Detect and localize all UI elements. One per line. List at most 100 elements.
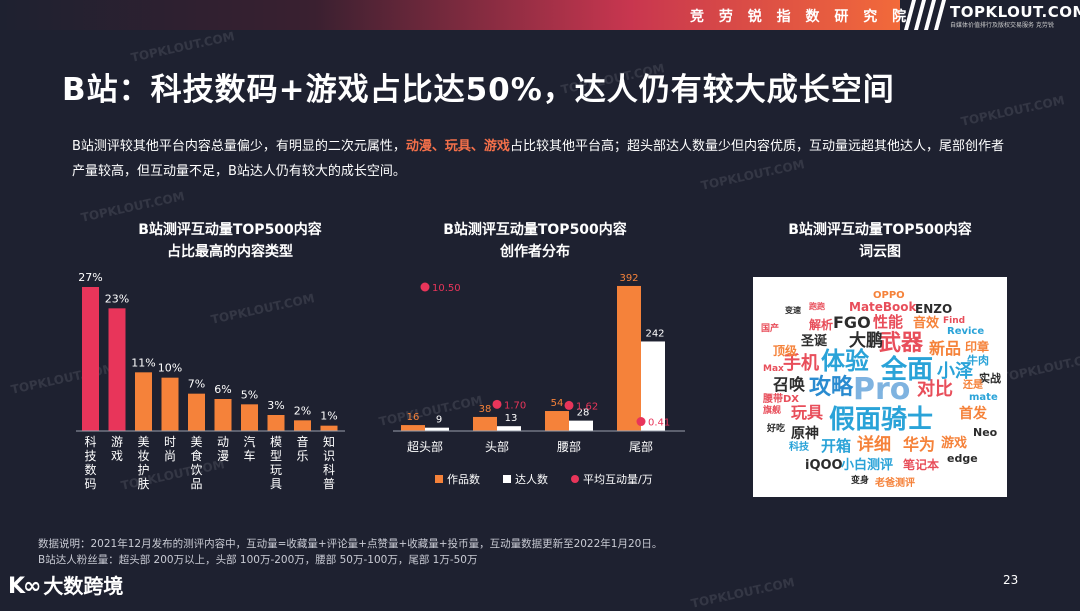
category-label-char: 护 (137, 463, 149, 477)
category-label-char: 尚 (164, 449, 176, 463)
logo-mark: K∞ (8, 574, 41, 599)
avg-interaction-dot (636, 417, 646, 427)
word-cloud-word: 印章 (965, 340, 990, 354)
works-value-label: 392 (619, 273, 638, 284)
brand-subtitle: 自媒体价值排行及版权交易服务 克劳锐 (950, 22, 1054, 29)
word-cloud-word: 旗舰 (763, 406, 782, 416)
word-cloud-word: FGO (833, 313, 871, 332)
category-label-char: 动 (217, 435, 229, 449)
watermark: TOPKLOUT.COM (689, 575, 796, 611)
bar-value-label: 10% (158, 362, 182, 375)
word-cloud-word: 变速 (785, 306, 801, 315)
category-label: 超头部 (407, 439, 443, 454)
word-cloud-word: 详细 (857, 435, 891, 455)
word-cloud-word: 游戏 (941, 436, 968, 451)
content-type-bar-chart: 27%科技数码23%游戏11%美妆护肤10%时尚7%美食饮品6%动漫5%汽车3%… (76, 271, 345, 491)
category-label-char: 漫 (217, 449, 229, 463)
institute-name: 竞 劳 锐 指 数 研 究 院 (690, 9, 912, 25)
word-cloud-word: 笔记本 (903, 458, 940, 472)
word-cloud-word: Revice (947, 326, 985, 337)
avg-interaction-dot (492, 399, 502, 409)
chart2-title: B站测评互动量TOP500内容 创作者分布 (390, 219, 680, 263)
bar-works-尾部 (617, 285, 641, 431)
category-label-char: 乐 (296, 449, 308, 463)
bar-汽车 (241, 404, 258, 431)
legend-swatch (571, 475, 579, 483)
word-cloud: 假面骑士 Pro 全面 体验 攻略 武器 对比 小泽 手机 大鹏 FGO 性能 新品 召唤 玩具 开箱 详细 华为… (753, 277, 1007, 497)
bar-模型玩具 (267, 415, 285, 431)
page-title: B站：科技数码+游戏占比达50%，达人仍有较大成长空间 (62, 72, 895, 108)
chart1-title-line1: B站测评互动量TOP500内容 (138, 222, 322, 238)
chart1-title-line2: 占比最高的内容类型 (167, 244, 293, 260)
bar-美食饮品 (188, 393, 205, 431)
word-cloud-word: 腰带DX (763, 394, 800, 405)
category-label-char: 音 (296, 434, 308, 449)
avg-interaction-label: 0.41 (648, 418, 670, 429)
category-label-char: 品 (190, 477, 202, 491)
description-text: B站测评较其他平台内容总量偏少，有明显的二次元属性， (72, 139, 406, 154)
word-cloud-word: ENZO (915, 302, 953, 316)
bar-游戏 (108, 308, 126, 431)
category-label-char: 玩 (270, 463, 282, 477)
category-label: 头部 (485, 439, 509, 454)
brand-logo-text: TOPKLOUT.COM (950, 3, 1080, 21)
bar-value-label: 2% (294, 404, 311, 417)
bar-value-label: 1% (320, 410, 337, 423)
watermark: TOPKLOUT.COM (959, 93, 1066, 129)
avg-interaction-label: 1.62 (576, 401, 598, 412)
category-label-char: 科 (84, 435, 96, 449)
bar-works-超头部 (401, 425, 425, 431)
chart1-title: B站测评互动量TOP500内容 占比最高的内容类型 (80, 219, 380, 263)
creators-value-label: 9 (436, 415, 442, 426)
word-cloud-word: 小泽 (937, 361, 973, 382)
category-label-char: 知 (323, 435, 335, 449)
word-cloud-word: edge (947, 452, 978, 465)
category-label-char: 妆 (137, 449, 149, 463)
category-label-char: 具 (270, 477, 282, 491)
word-cloud-word: OPPO (873, 290, 905, 301)
bar-动漫 (214, 399, 232, 431)
category-label-char: 科 (323, 463, 335, 477)
word-cloud-word: 好吃 (767, 424, 786, 434)
bar-知识科普 (320, 425, 338, 431)
word-cloud-word: MateBook (849, 300, 917, 314)
logo: K∞ 大数跨境 (8, 570, 123, 599)
bar-works-头部 (473, 416, 497, 431)
word-cloud-word: 原神 (791, 426, 819, 442)
word-cloud-word: 手机 (783, 353, 819, 374)
chart3-title-line1: B站测评互动量TOP500内容 (788, 222, 972, 238)
category-label: 尾部 (629, 439, 653, 454)
word-cloud-word: 对比 (917, 379, 953, 400)
watermark: TOPKLOUT.COM (999, 349, 1080, 385)
logo-text: 大数跨境 (43, 574, 124, 598)
category-label-char: 肤 (137, 476, 149, 491)
bar-value-label: 5% (241, 388, 258, 401)
word-cloud-word: 小白测评 (841, 458, 894, 473)
category-label-char: 时 (164, 435, 176, 449)
word-cloud-word: 跑跑 (809, 302, 825, 311)
category-label-char: 饮 (190, 463, 202, 477)
legend-swatch (503, 475, 511, 483)
word-cloud-word: Pro (853, 372, 911, 407)
word-cloud-word: Max (763, 364, 784, 374)
category-label-char: 汽 (243, 434, 255, 449)
category-label-char: 技 (84, 449, 96, 463)
category-label: 腰部 (557, 439, 581, 454)
description: B站测评较其他平台内容总量偏少，有明显的二次元属性，动漫、玩具、游戏占比较其他平… (72, 134, 1012, 184)
word-cloud-word: 玩具 (791, 403, 824, 422)
description-highlight: 动漫、玩具、游戏 (405, 139, 510, 154)
works-value-label: 16 (407, 412, 420, 423)
word-cloud-word: 性能 (873, 313, 904, 331)
chart3-title-line2: 词云图 (859, 244, 901, 260)
creators-value-label: 28 (577, 408, 590, 419)
word-cloud-word: 新品 (929, 339, 962, 358)
bar-value-label: 7% (188, 378, 205, 391)
bar-value-label: 3% (267, 399, 284, 412)
avg-interaction-label: 1.70 (504, 400, 526, 411)
legend-label: 达人数 (515, 473, 548, 486)
category-label-char: 美 (190, 435, 202, 449)
category-label-char: 食 (190, 448, 202, 463)
category-label-char: 美 (137, 435, 149, 449)
category-label-char: 普 (323, 477, 335, 491)
word-cloud-word: Neo (973, 426, 998, 439)
